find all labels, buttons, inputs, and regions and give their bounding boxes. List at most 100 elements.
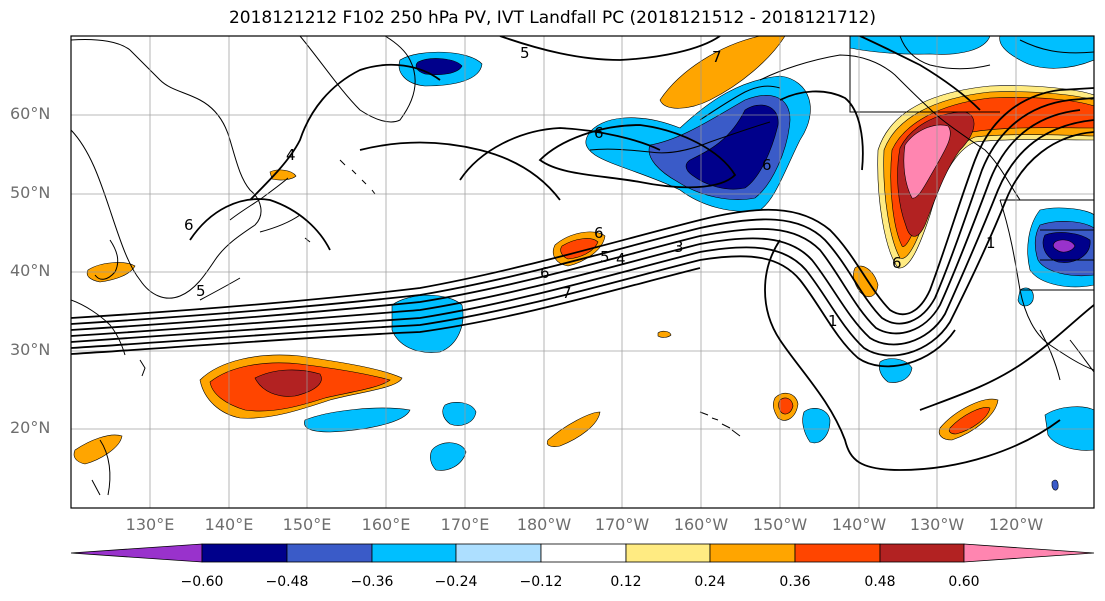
lon-label: 130°W (909, 515, 965, 534)
lat-label: 40°N (10, 261, 51, 280)
contour-label: 3 (674, 238, 684, 256)
negative-anomaly-sw-us-4 (1052, 239, 1076, 253)
jet-contour-5 (71, 131, 1094, 357)
negative-anomaly-subtropical-3 (430, 442, 467, 471)
coast-east-asia (71, 39, 262, 299)
coast-kamchatka (299, 36, 416, 123)
lon-label: 170°E (440, 515, 490, 534)
lon-label: 140°W (831, 515, 887, 534)
contour-label: 6 (892, 254, 902, 272)
positive-anomaly-hawaii-2 (778, 397, 794, 415)
negative-anomaly-small (1051, 479, 1059, 491)
colorbar-tick-label: −0.24 (434, 574, 478, 590)
coast-china-south (71, 299, 126, 356)
negative-anomaly-aleutian-3 (685, 104, 779, 190)
colorbar-tick-label: 0.48 (864, 574, 896, 590)
coast-alaska (759, 54, 1021, 201)
coast-canada (899, 36, 1094, 70)
east-upper-contour (859, 36, 981, 111)
positive-anomaly-alaska (659, 36, 786, 109)
colorbar-tick-label: −0.36 (350, 574, 394, 590)
gridlines (71, 36, 1094, 508)
colorbar-extend-high (963, 543, 1095, 563)
lon-label: 160°E (361, 515, 411, 534)
jet-contour-7 (71, 267, 701, 355)
colorbar-segment (879, 543, 965, 563)
colorbar-segment (794, 543, 881, 563)
positive-anomaly-gulf-alaska-5 (903, 124, 951, 199)
lat-label: 20°N (10, 418, 51, 437)
pv-contours (71, 36, 1094, 471)
contour-label: 5 (600, 248, 610, 266)
contour-label: 5 (520, 44, 530, 62)
colorbar-tick-label: 0.36 (779, 574, 811, 590)
colorbar-segment (201, 543, 288, 563)
contour-label: 7 (712, 48, 722, 66)
jet-contour-2 (71, 97, 1094, 325)
coast-hawaii (699, 411, 741, 437)
contour-label: 4 (616, 250, 626, 268)
central-north-contour (359, 141, 561, 201)
positive-anomaly-small-4 (657, 330, 672, 338)
contour-label: 1 (986, 234, 996, 252)
colorbar-tick-label: −0.12 (519, 574, 563, 590)
colorbar-tick-label: −0.48 (265, 574, 309, 590)
lon-label: 170°W (594, 515, 650, 534)
lat-label: 30°N (10, 340, 51, 359)
jet-contour-4 (71, 119, 1094, 346)
lon-label: 140°E (204, 515, 254, 534)
contour-label: 5 (196, 282, 206, 300)
lon-label: 120°W (988, 515, 1044, 534)
border-states (1020, 229, 1094, 291)
bering-low-contour (538, 124, 737, 189)
contour-label: 1 (828, 312, 838, 330)
north-contour (499, 36, 721, 61)
negative-anomaly-baja (1044, 406, 1094, 451)
negative-anomaly-subtropical-1 (304, 407, 411, 433)
negative-anomaly-arctic (849, 36, 991, 55)
lon-label: 180°W (516, 515, 572, 534)
colorbar-tick-label: −0.60 (180, 574, 224, 590)
contour-label: 6 (762, 156, 772, 174)
coast-kurils (304, 159, 376, 243)
colorbar-segment (371, 543, 457, 563)
contour-label: 6 (594, 124, 604, 142)
coast-aleutians (589, 121, 771, 154)
coast-taiwan (139, 359, 146, 377)
colorbar-segment (286, 543, 373, 563)
colorbar-segment (540, 543, 627, 563)
northwest-ridge (249, 63, 441, 201)
coast-alaska-west (699, 85, 781, 121)
positive-anomaly-subtropical-west-3 (254, 369, 322, 397)
west-trough (189, 198, 331, 251)
contour-label: 6 (540, 264, 550, 282)
contour-label: 4 (286, 146, 296, 164)
contour-label: 6 (184, 216, 194, 234)
jet-contour-6 (71, 255, 956, 368)
kamchatka-contour (459, 127, 661, 181)
coast-baja (1039, 329, 1094, 381)
positive-anomaly-east-3 (948, 407, 991, 435)
lon-label: 130°E (125, 515, 175, 534)
colorbar (70, 543, 1095, 563)
colorbar-tick-label: 0.60 (948, 574, 980, 590)
jet-contour-1 (71, 87, 1094, 319)
colorbar-segment (709, 543, 796, 563)
coast-japan (199, 177, 301, 301)
colorbar-segment (455, 543, 542, 563)
aleutian-ridge (779, 90, 864, 171)
negative-anomaly-subtropical-2 (442, 402, 477, 426)
trough-contour-east (919, 304, 1094, 411)
lon-label: 150°W (752, 515, 808, 534)
lon-label: 160°W (673, 515, 729, 534)
border-alaska-canada (849, 36, 1000, 113)
map-title: 2018121212 F102 250 hPa PV, IVT Landfall… (228, 8, 876, 28)
colorbar-extend-low (70, 543, 203, 563)
shaded-anomaly-fields (73, 36, 1094, 491)
negative-anomaly-central (802, 407, 831, 444)
colorbar-tick-label: 0.12 (610, 574, 642, 590)
coast-philippines (91, 439, 111, 496)
colorbar-tick-label: 0.24 (694, 574, 726, 590)
contour-label: 7 (562, 284, 572, 302)
